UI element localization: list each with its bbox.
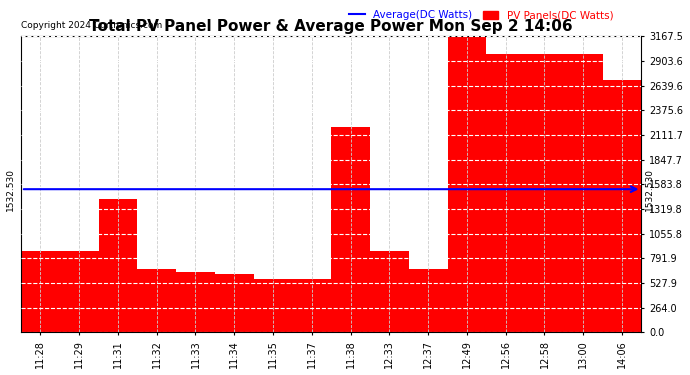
Bar [99, 199, 137, 332]
Text: 1532.530: 1532.530 [6, 168, 15, 211]
Text: Copyright 2024 Curtronics.com: Copyright 2024 Curtronics.com [21, 21, 162, 30]
Bar [21, 251, 60, 332]
Bar [370, 251, 408, 332]
Legend: Average(DC Watts), PV Panels(DC Watts): Average(DC Watts), PV Panels(DC Watts) [345, 6, 618, 24]
Bar [564, 54, 602, 332]
Bar [331, 127, 370, 332]
Bar [602, 80, 642, 332]
Bar [448, 33, 486, 332]
Text: 1532.530: 1532.530 [645, 168, 654, 211]
Bar [486, 54, 525, 332]
Bar [293, 279, 331, 332]
Bar [176, 272, 215, 332]
Bar [254, 279, 293, 332]
Bar [60, 251, 99, 332]
Bar [215, 274, 254, 332]
Bar [408, 269, 448, 332]
Title: Total PV Panel Power & Average Power Mon Sep 2 14:06: Total PV Panel Power & Average Power Mon… [90, 19, 573, 34]
Bar [137, 269, 176, 332]
Bar [525, 54, 564, 332]
